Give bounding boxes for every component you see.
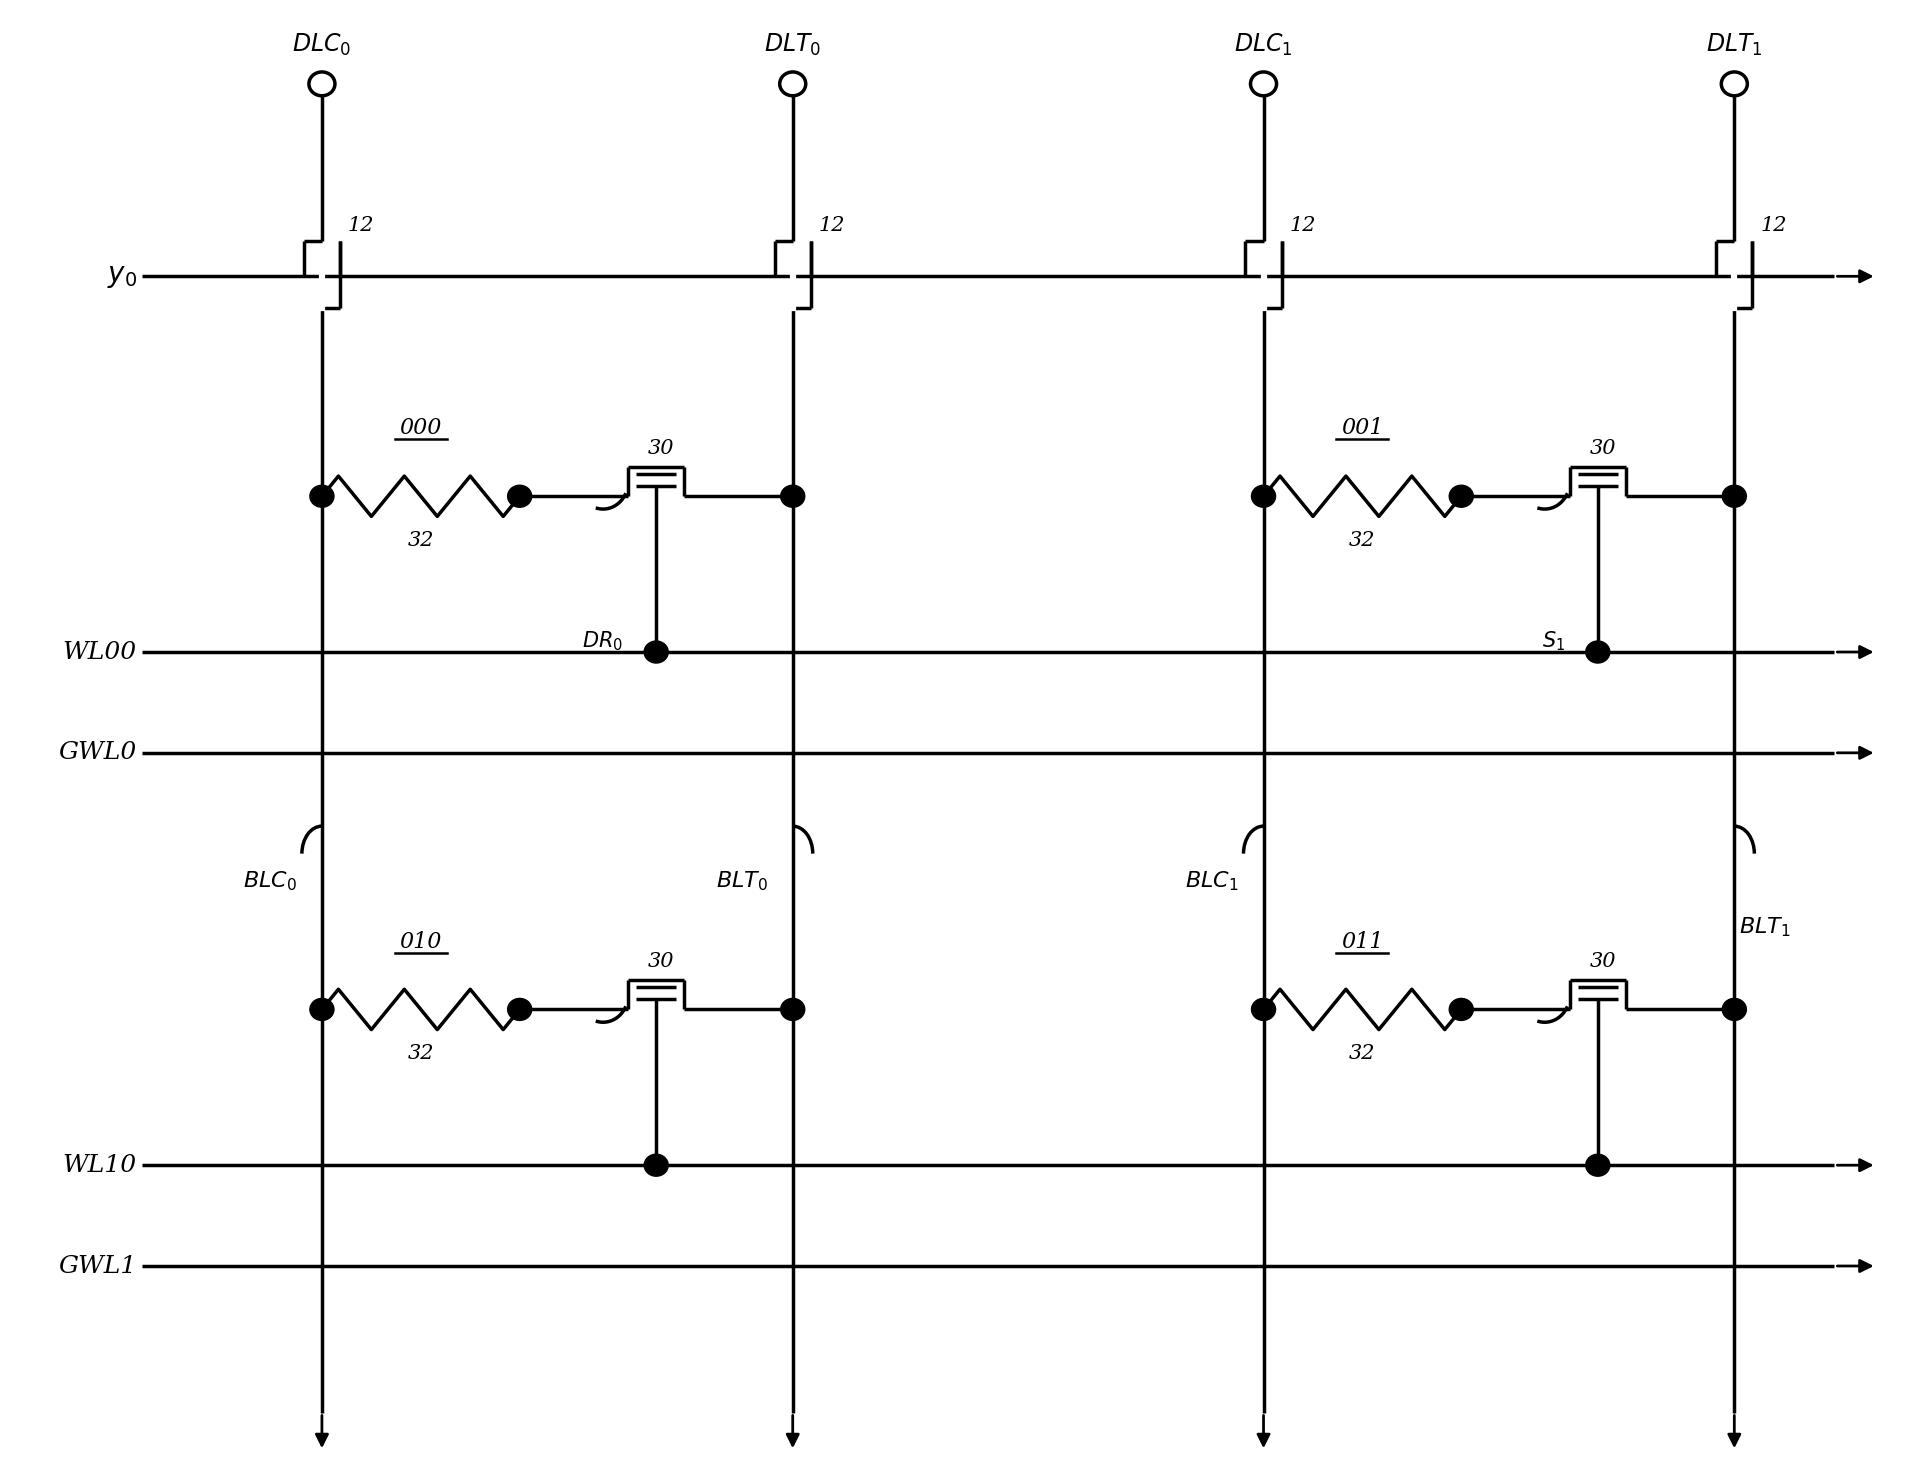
Text: 32: 32: [408, 532, 434, 549]
Text: $BLC_0$: $BLC_0$: [242, 870, 297, 893]
Text: GWL0: GWL0: [59, 742, 137, 764]
Circle shape: [507, 485, 531, 507]
Text: GWL1: GWL1: [59, 1255, 137, 1278]
Text: 32: 32: [1349, 532, 1375, 549]
Circle shape: [311, 485, 333, 507]
Circle shape: [1448, 999, 1473, 1021]
Text: 12: 12: [1290, 216, 1314, 235]
Text: 010: 010: [400, 930, 442, 952]
Text: $DLT_{1}$: $DLT_{1}$: [1705, 32, 1762, 59]
Circle shape: [1722, 485, 1745, 507]
Circle shape: [311, 999, 333, 1021]
Text: 12: 12: [819, 216, 844, 235]
Text: $S_{1}$: $S_{1}$: [1541, 629, 1564, 652]
Text: 12: 12: [1760, 216, 1785, 235]
Text: 12: 12: [349, 216, 373, 235]
Text: $y_0$: $y_0$: [107, 263, 137, 289]
Circle shape: [1448, 485, 1473, 507]
Text: 000: 000: [400, 417, 442, 439]
Text: $BLT_1$: $BLT_1$: [1739, 915, 1791, 939]
Text: 32: 32: [408, 1044, 434, 1064]
Text: WL10: WL10: [63, 1153, 137, 1177]
Text: $DLC_{0}$: $DLC_{0}$: [291, 32, 351, 59]
Circle shape: [1585, 1155, 1610, 1177]
Text: $DLT_{0}$: $DLT_{0}$: [764, 32, 821, 59]
Text: 30: 30: [1589, 952, 1615, 971]
Circle shape: [1722, 999, 1745, 1021]
Text: $DLC_{1}$: $DLC_{1}$: [1234, 32, 1292, 59]
Circle shape: [644, 640, 669, 663]
Circle shape: [781, 485, 804, 507]
Text: $BLC_1$: $BLC_1$: [1185, 870, 1238, 893]
Circle shape: [644, 1155, 669, 1177]
Circle shape: [1585, 640, 1610, 663]
Text: 001: 001: [1341, 417, 1383, 439]
Text: 011: 011: [1341, 930, 1383, 952]
Circle shape: [507, 999, 531, 1021]
Text: WL00: WL00: [63, 640, 137, 664]
Text: 30: 30: [648, 952, 674, 971]
Text: 30: 30: [648, 439, 674, 458]
Circle shape: [1252, 485, 1274, 507]
Text: 32: 32: [1349, 1044, 1375, 1064]
Text: $DR_{0}$: $DR_{0}$: [581, 629, 623, 652]
Text: 30: 30: [1589, 439, 1615, 458]
Text: $BLT_0$: $BLT_0$: [714, 870, 768, 893]
Circle shape: [1252, 999, 1274, 1021]
Circle shape: [781, 999, 804, 1021]
